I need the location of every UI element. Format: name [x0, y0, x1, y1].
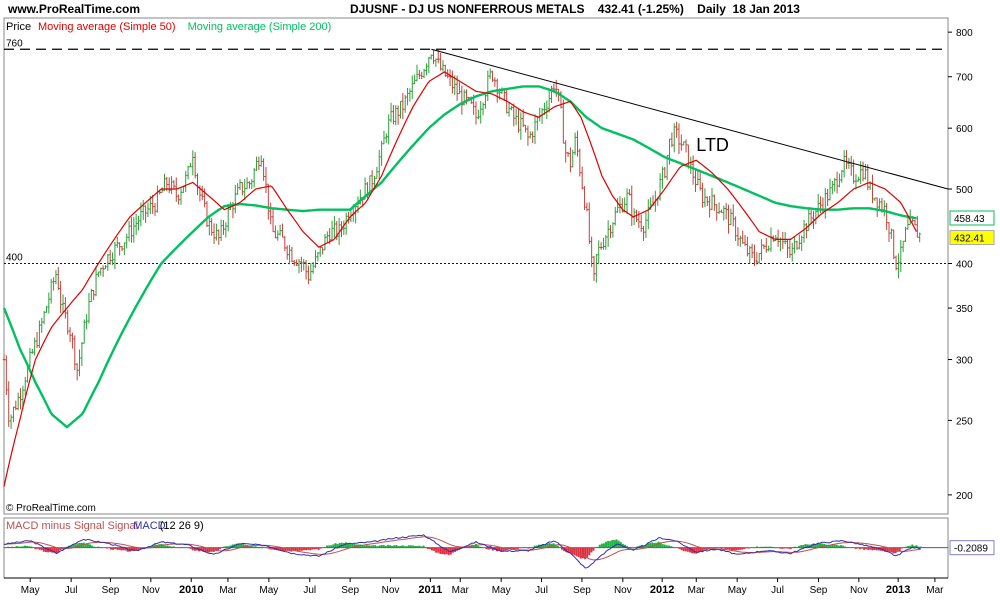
x-tick-label: Mar — [688, 585, 706, 596]
ma50-line — [3, 71, 918, 487]
y-tick-label: 800 — [956, 28, 973, 39]
x-tick-label: Jul — [65, 585, 78, 596]
legend-item-1: Moving average (Simple 50) — [38, 21, 176, 33]
x-tick-label: May — [728, 585, 747, 596]
macd-legend-item-0: MACD minus Signal Signal — [6, 520, 138, 532]
x-axis: May Jul Sep Nov 2010 Mar May Jul Sep Nov 2011 Mar Ma… — [21, 578, 944, 596]
x-tick-label: Sep — [573, 585, 591, 596]
legend-item-2: Moving average (Simple 200) — [188, 21, 332, 33]
x-tick-label: Mar — [452, 585, 470, 596]
last-price-tag: 432.41 — [954, 234, 985, 245]
ma200-line — [2, 85, 917, 429]
macd-legend-item-1: MACD — [133, 520, 165, 532]
y-tick-label: 600 — [956, 124, 973, 135]
chart-title: DJUSNF - DJ US NONFERROUS METALS 432.41 … — [350, 2, 800, 16]
macd-indicator: -0.2089 — [3, 534, 995, 569]
chart-header: www.ProRealTime.com DJUSNF - DJ US NONFE… — [0, 0, 1000, 18]
price-tags: 458.43 432.41 — [949, 210, 995, 246]
trend-line-label: LTD — [696, 135, 729, 155]
macd-legend: MACD minus Signal Signal MACD (12 26 9) — [6, 520, 204, 532]
x-tick-label: Nov — [382, 585, 400, 596]
x-tick-label: Sep — [341, 585, 359, 596]
x-tick-label: Jul — [771, 585, 784, 596]
y-axis: 200 250 300 350 400 500 600 700 800 — [948, 28, 973, 502]
x-tick-label: 2013 — [886, 584, 910, 596]
y-tick-label: 250 — [956, 416, 973, 427]
trend-line-group: LTD — [431, 48, 949, 190]
x-tick-label: May — [259, 585, 278, 596]
x-tick-label: Sep — [102, 585, 120, 596]
x-tick-label: Mar — [219, 585, 237, 596]
reference-label-400: 400 — [6, 253, 23, 264]
price-legend: Price Moving average (Simple 50) Moving av… — [6, 21, 331, 33]
x-tick-label: Mar — [926, 585, 944, 596]
macd-value-tag: -0.2089 — [954, 544, 988, 555]
price-panel — [3, 17, 949, 515]
ma200-tag-box — [949, 210, 995, 226]
macd-line — [3, 534, 921, 569]
x-tick-label: 2012 — [650, 584, 674, 596]
x-tick-label: Jul — [303, 585, 316, 596]
x-tick-label: Nov — [614, 585, 632, 596]
watermark: © ProRealTime.com — [6, 503, 96, 514]
x-tick-label: Jul — [535, 585, 548, 596]
site-name[interactable]: www.ProRealTime.com — [8, 2, 141, 16]
x-tick-label: May — [492, 585, 511, 596]
x-tick-label: Sep — [810, 585, 828, 596]
y-tick-label: 200 — [956, 491, 973, 502]
y-tick-label: 350 — [956, 304, 973, 315]
x-tick-label: Nov — [850, 585, 868, 596]
legend-item-0: Price — [6, 21, 31, 33]
last-price-tag-box — [949, 230, 995, 246]
reference-label-760: 760 — [6, 38, 23, 49]
ma200-tag: 458.43 — [954, 214, 985, 225]
y-tick-label: 400 — [956, 260, 973, 271]
x-tick-label: Nov — [142, 585, 160, 596]
x-tick-label: 2010 — [179, 584, 203, 596]
x-tick-label: May — [21, 585, 40, 596]
macd-value-box — [949, 540, 995, 556]
macd-legend-item-2: (12 26 9) — [160, 520, 204, 532]
trend-line — [431, 48, 949, 190]
y-tick-label: 300 — [956, 356, 973, 367]
y-tick-label: 500 — [956, 185, 973, 196]
x-tick-label: 2011 — [418, 584, 442, 596]
y-tick-label: 700 — [956, 73, 973, 84]
signal-line — [4, 536, 921, 561]
